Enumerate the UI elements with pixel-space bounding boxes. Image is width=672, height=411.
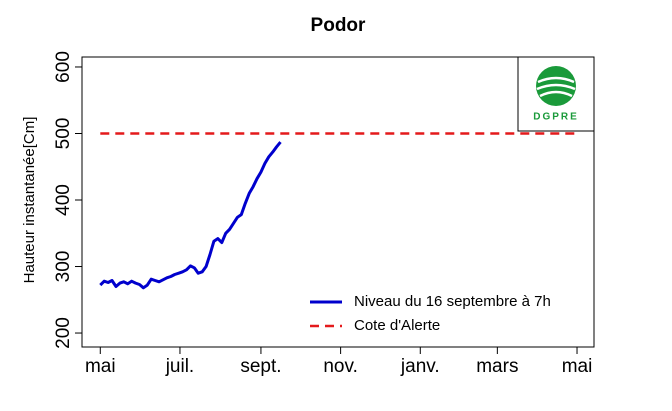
logo: DGPRE [517,56,595,132]
logo-waves [536,76,576,98]
y-tick-label: 300 [53,251,74,283]
legend-label: Cote d'Alerte [354,317,440,334]
x-tick-label: sept. [240,356,281,377]
y-tick-label: 600 [53,51,74,83]
legend-label: Niveau du 16 septembre à 7h [354,293,551,310]
series-line [99,141,282,290]
logo-text: DGPRE [533,112,579,123]
x-tick-label: juil. [165,356,195,377]
y-tick-label: 400 [53,184,74,216]
chart-title: Podor [311,15,366,36]
x-tick-label: mai [85,356,116,377]
x-tick-label: janv. [400,356,440,377]
y-tick-label: 500 [53,118,74,150]
x-tick-label: nov. [323,356,358,377]
y-axis-label: Hauteur instantanée[Cm] [21,117,38,284]
x-tick-label: mars [476,356,518,377]
y-tick-label: 200 [53,317,74,349]
x-tick-label: mai [562,356,593,377]
